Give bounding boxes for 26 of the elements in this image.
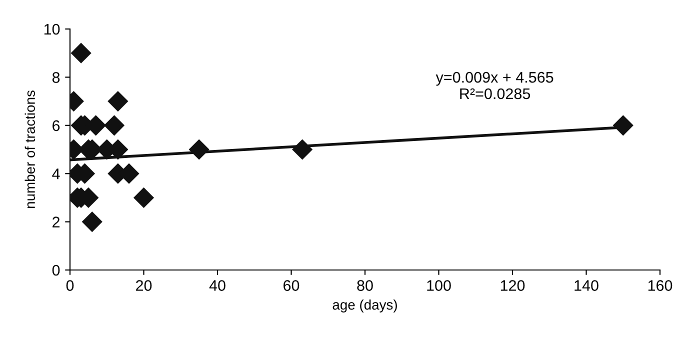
x-tick-label: 80 (357, 280, 373, 291)
point (133, 187, 154, 208)
x-tick-label: 160 (648, 280, 672, 291)
x-tick-label: 100 (427, 280, 451, 291)
y-tick-label: 8 (52, 72, 60, 83)
x-tick-label: 40 (209, 280, 226, 291)
x-tick-label: 140 (574, 280, 598, 291)
y-tick-label: 10 (44, 24, 60, 35)
point (104, 115, 125, 136)
y-tick-label: 0 (52, 264, 60, 276)
x-tick-label: 60 (284, 280, 300, 291)
point (612, 115, 634, 136)
x-tick-label: 20 (136, 280, 152, 291)
x-tick-label: 120 (500, 280, 525, 291)
y-tick-label: 6 (52, 120, 60, 132)
point (108, 91, 128, 112)
annotation: y=0.009x + 4.565 R²=0.0285 (436, 72, 554, 100)
y-axis-title: number of tractions (24, 90, 35, 208)
point (292, 139, 313, 160)
point (82, 212, 102, 232)
y-tick-label: 4 (52, 168, 60, 180)
point (70, 42, 92, 64)
x-tick-label: 0 (66, 280, 74, 291)
x-axis-title: age (days) (332, 300, 397, 312)
y-tick-label: 2 (52, 216, 60, 228)
point (188, 139, 210, 160)
